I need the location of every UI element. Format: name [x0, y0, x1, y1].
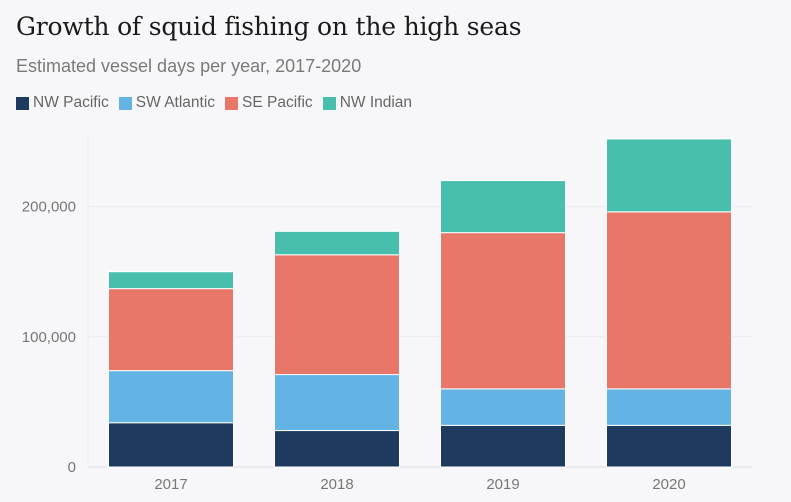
legend-swatch-sw-atlantic [118, 96, 132, 110]
bar-segment [440, 180, 566, 234]
legend-label-sw-atlantic: SW Atlantic [135, 94, 216, 111]
y-tick-label: 200,000 [22, 199, 76, 216]
bar-segment [440, 232, 566, 390]
bar-segment [108, 271, 234, 290]
bar-segment [108, 288, 234, 372]
bar-segment [606, 138, 732, 213]
bar-segment [274, 374, 400, 432]
legend-item-nw-indian: NW Indian [322, 94, 413, 112]
chart-subtitle: Estimated vessel days per year, 2017-202… [16, 56, 362, 76]
bar-segment [606, 424, 732, 468]
legend-item-sw-atlantic: SW Atlantic [118, 94, 216, 112]
bar-segment [606, 388, 732, 426]
bar-segment [274, 254, 400, 376]
legend-label-nw-pacific: NW Pacific [33, 94, 109, 111]
x-tick-label: 2017 [154, 476, 187, 493]
legend-item-se-pacific: SE Pacific [225, 94, 313, 112]
bar-segment [108, 370, 234, 424]
chart-title: Growth of squid fishing on the high seas [16, 12, 522, 41]
chart-legend: NW Pacific SW Atlantic SE Pacific NW Ind… [16, 94, 412, 112]
x-tick-label: 2019 [486, 476, 519, 493]
x-tick-label: 2018 [320, 476, 353, 493]
legend-swatch-nw-pacific [16, 96, 29, 110]
y-tick-label: 0 [68, 459, 76, 476]
bar-segment [440, 388, 566, 426]
y-tick-label: 100,000 [22, 329, 76, 346]
legend-label-se-pacific: SE Pacific [242, 94, 313, 111]
bar-segment [108, 422, 234, 468]
legend-swatch-se-pacific [225, 96, 239, 110]
legend-item-nw-pacific: NW Pacific [16, 94, 109, 112]
bar-segment [274, 430, 400, 468]
x-tick-label: 2020 [652, 476, 685, 493]
bar-segment [274, 230, 400, 256]
bar-segment [606, 211, 732, 390]
legend-label-nw-indian: NW Indian [339, 94, 413, 111]
legend-swatch-nw-indian [322, 96, 336, 110]
bar-segment [440, 424, 566, 468]
